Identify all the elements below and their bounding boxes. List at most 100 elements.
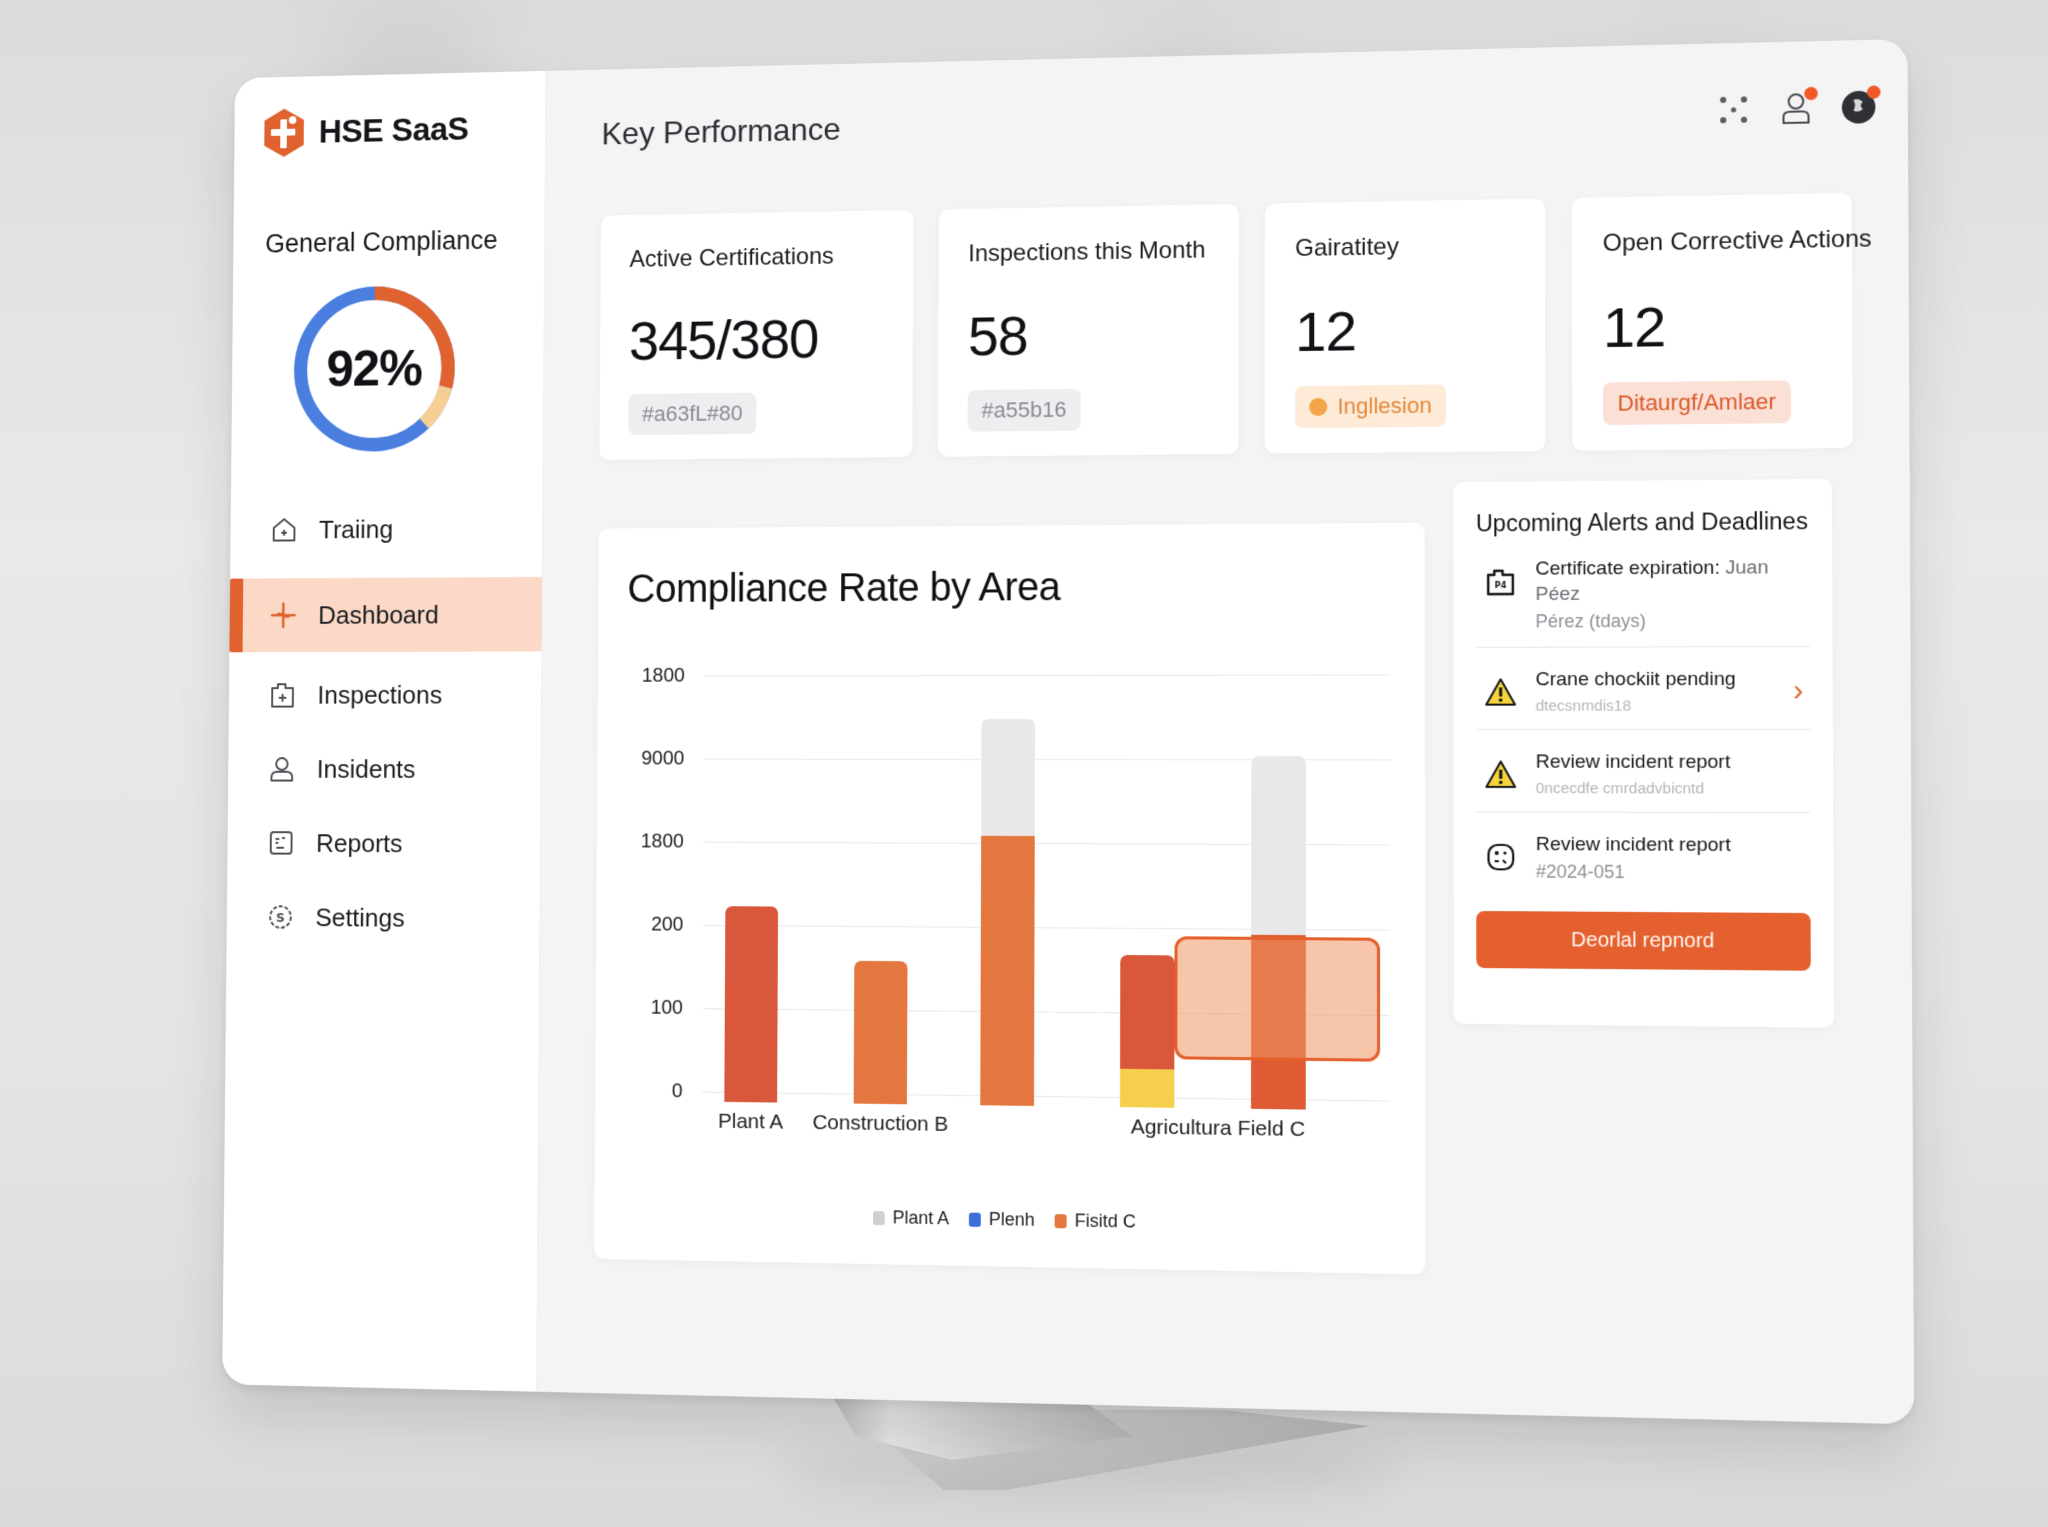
kpi-card-third[interactable]: Gairatitey 12 Ingllesion — [1264, 198, 1546, 454]
alert-item[interactable]: Review incident report 0ncecdfe cmrdadvb… — [1476, 730, 1811, 814]
alerts-card: Upcoming Alerts and Deadlines P4 Certifi… — [1453, 478, 1835, 1028]
compliance-donut: 92% — [289, 281, 459, 456]
sidebar-item-label: Insidents — [316, 753, 416, 784]
legend-swatch — [872, 1210, 885, 1225]
alert-item[interactable]: Review incident report #2024-051 — [1476, 812, 1810, 899]
sidebar: HSE SaaS General Compliance 92% Traiing … — [222, 70, 547, 1392]
user-profile-icon[interactable] — [1778, 86, 1818, 126]
y-tick-label: 9000 — [641, 747, 685, 769]
apps-grid-icon[interactable] — [1716, 92, 1751, 127]
bar-segment — [853, 961, 908, 1105]
certificate-icon: P4 — [1484, 566, 1517, 599]
chevron-right-icon[interactable]: › — [1792, 674, 1804, 708]
legend-item[interactable]: Fisitd C — [1054, 1210, 1136, 1233]
alert-title: Crane chockiit pending — [1535, 669, 1736, 691]
warning-icon — [1484, 759, 1517, 792]
kpi-badge: #a63fL#80 — [628, 392, 757, 436]
sidebar-item-label: Reports — [315, 827, 403, 858]
clipboard-plus-icon — [268, 680, 297, 709]
page-title: Key Performance — [601, 110, 841, 151]
alert-subtitle: 0ncecdfe cmrdadvbicntd — [1535, 779, 1705, 798]
bar-chart: 0 100 200 1800 9000 1800 Plant A Construction B… — [624, 664, 1391, 1141]
compliance-value: 92% — [326, 340, 423, 398]
y-tick-label: 200 — [651, 913, 684, 936]
alert-title: Review incident report — [1535, 751, 1731, 774]
x-axis-label: Plant A — [718, 1109, 784, 1134]
kpi-badge: Ditaurgf/Amlaer — [1602, 380, 1791, 426]
primary-report-button[interactable]: Deorlal repnord — [1476, 911, 1811, 972]
alerts-title: Upcoming Alerts and Deadlines — [1475, 507, 1808, 537]
kpi-value: 345/380 — [628, 307, 819, 372]
legend-item[interactable]: Plenh — [968, 1208, 1035, 1231]
legend-label: Fisitd C — [1074, 1210, 1136, 1232]
kpi-value: 12 — [1602, 294, 1666, 360]
bar-segment — [1120, 954, 1175, 1070]
sidebar-item-incidents[interactable]: Insidents — [228, 732, 541, 807]
alert-subtitle: Pérez (tdays) — [1535, 611, 1646, 632]
sidebar-item-reports[interactable]: Reports — [227, 806, 540, 882]
legend-swatch — [968, 1212, 981, 1227]
notification-badge — [1804, 86, 1818, 101]
sidebar-item-settings[interactable]: S Settings — [226, 880, 539, 957]
gear-icon: S — [266, 902, 295, 931]
main-content: Key Performance Active Certifications — [537, 38, 1915, 1425]
app-name: HSE SaaS — [318, 109, 469, 150]
status-dot-icon — [1309, 397, 1328, 417]
alert-item[interactable]: Crane chockiit pending dtecsnmdis18 › — [1475, 647, 1810, 731]
brand[interactable]: HSE SaaS — [234, 98, 545, 163]
chart-bar[interactable] — [853, 961, 908, 1105]
kpi-card-active-certifications[interactable]: Active Certifications 345/380 #a63fL#80 — [599, 209, 914, 460]
chart-title: Compliance Rate by Area — [627, 565, 1061, 611]
monitor-screen: HSE SaaS General Compliance 92% Traiing … — [222, 38, 1915, 1425]
kpi-card-inspections-month[interactable]: Inspections this Month 58 #a55b16 — [938, 204, 1239, 457]
chart-bar[interactable] — [980, 718, 1036, 1106]
avatar[interactable] — [1841, 85, 1881, 125]
incident-report-icon — [1484, 841, 1517, 874]
y-tick-label: 1800 — [640, 830, 685, 853]
sidebar-item-training[interactable]: Traiing — [230, 491, 542, 567]
svg-text:S: S — [276, 911, 285, 926]
alert-subtitle: dtecsnmdis18 — [1535, 697, 1632, 715]
kpi-row: Active Certifications 345/380 #a63fL#80 … — [599, 192, 1882, 460]
kpi-card-open-corrective-actions[interactable]: Open Corrective Actions 12 Ditaurgf/Amla… — [1571, 192, 1872, 451]
kpi-label: Inspections this Month — [968, 236, 1206, 268]
sidebar-item-label: Settings — [315, 902, 405, 933]
chart-highlight-selection[interactable] — [1174, 936, 1381, 1062]
bar-segment — [981, 718, 1036, 837]
x-axis-label: Agricultura Field C — [1130, 1115, 1306, 1142]
kpi-badge: Ingllesion — [1294, 384, 1447, 429]
alert-subtitle: #2024-051 — [1535, 861, 1625, 883]
warning-icon — [1484, 677, 1517, 710]
sidebar-item-dashboard[interactable]: Dashboard — [229, 576, 542, 653]
report-icon — [267, 828, 296, 857]
y-tick-label: 100 — [650, 996, 684, 1019]
legend-label: Plenh — [988, 1208, 1035, 1230]
chart-bar[interactable] — [1119, 954, 1175, 1108]
sidebar-item-label: Dashboard — [318, 599, 439, 630]
kpi-value: 58 — [967, 303, 1028, 368]
legend-item[interactable]: Plant A — [872, 1207, 950, 1229]
kpi-label: Open Corrective Actions — [1602, 225, 1872, 258]
compliance-chart-card: Compliance Rate by Area 0 100 200 1800 9000 1… — [594, 522, 1426, 1275]
sidebar-item-label: Traiing — [318, 513, 394, 544]
y-tick-label: 0 — [671, 1079, 683, 1102]
topbar: Key Performance — [601, 76, 1881, 163]
kpi-value: 12 — [1295, 299, 1356, 364]
chart-bar[interactable] — [724, 905, 779, 1103]
lower-section: Compliance Rate by Area 0 100 200 1800 9000 1… — [594, 478, 1886, 1284]
kpi-label: Gairatitey — [1295, 233, 1399, 262]
user-icon — [268, 754, 297, 783]
bar-segment — [1119, 1068, 1175, 1108]
y-tick-label: 1800 — [641, 664, 685, 687]
legend-label: Plant A — [892, 1207, 950, 1229]
chart-legend: Plant A Plenh Fisitd C — [594, 1202, 1425, 1237]
house-plus-icon — [270, 515, 298, 544]
gridline — [704, 674, 1391, 677]
sidebar-nav: Traiing Dashboard Inspections Insidents … — [226, 491, 542, 956]
sidebar-item-inspections[interactable]: Inspections — [229, 657, 542, 732]
sidebar-item-label: Inspections — [317, 679, 443, 709]
alert-item[interactable]: P4 Certificate expiration: Juan Péez Pér… — [1475, 535, 1810, 649]
bar-segment — [980, 836, 1035, 1106]
alert-title: Review incident report — [1535, 833, 1731, 856]
svg-text:P4: P4 — [1495, 581, 1507, 590]
